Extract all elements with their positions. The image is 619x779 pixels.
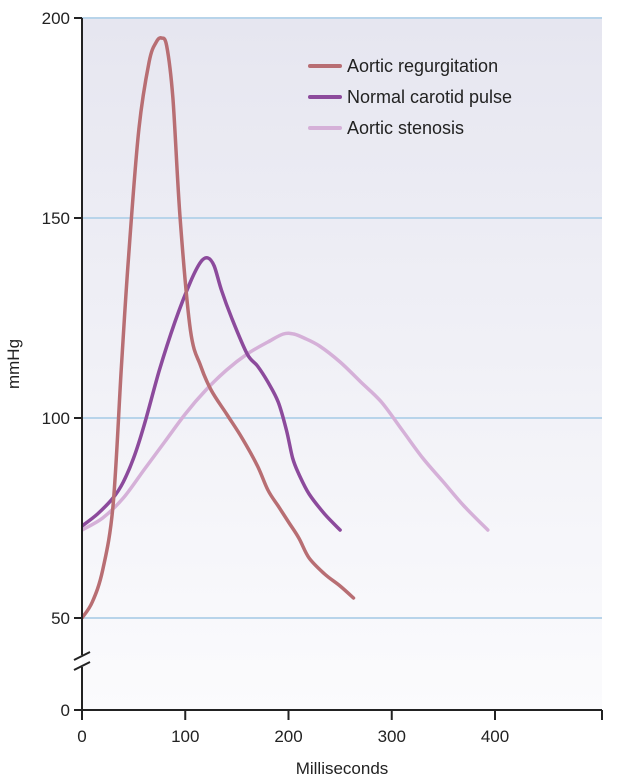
y-tick-label-0: 0: [61, 701, 70, 720]
y-tick-label-50: 50: [51, 609, 70, 628]
y-axis-title: mmHg: [4, 339, 23, 389]
y-axis-break-mark-upper: [73, 651, 91, 661]
series-line-aortic-regurgitation: [82, 36, 356, 620]
y-tick-label-150: 150: [42, 209, 70, 228]
x-tick-label-0: 0: [77, 727, 86, 746]
y-tick-label-100: 100: [42, 409, 70, 428]
x-tick-label-100: 100: [171, 727, 199, 746]
grid-lines: [82, 17, 602, 619]
x-tick-label-300: 300: [378, 727, 406, 746]
x-tick-label-400: 400: [481, 727, 509, 746]
legend-label-normal-carotid-pulse: Normal carotid pulse: [347, 87, 512, 107]
legend-label-aortic-regurgitation: Aortic regurgitation: [347, 56, 498, 76]
x-tick-label-200: 200: [274, 727, 302, 746]
series-line-aortic-stenosis: [82, 331, 490, 532]
axes: [73, 18, 602, 711]
legend: Aortic regurgitation Normal carotid pulse…: [308, 56, 512, 138]
legend-label-aortic-stenosis: Aortic stenosis: [347, 118, 464, 138]
x-axis-title: Milliseconds: [296, 759, 389, 778]
series-line-normal-carotid-pulse: [82, 256, 342, 532]
y-axis-break-mark-lower: [73, 661, 91, 671]
y-tick-label-200: 200: [42, 9, 70, 28]
series-layer: [82, 36, 490, 620]
ticks: 50 100 150 200 00 100 200 300 400: [42, 9, 603, 746]
